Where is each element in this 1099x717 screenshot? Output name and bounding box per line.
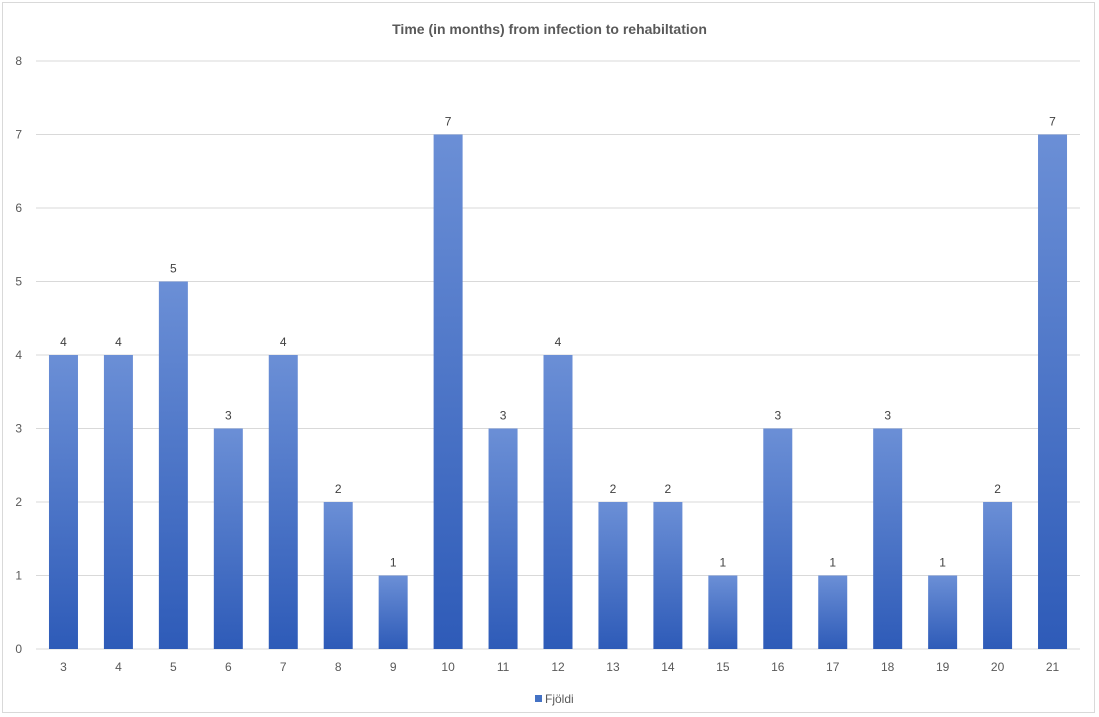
bars: [48, 134, 1068, 649]
x-tick-label: 15: [716, 660, 730, 674]
data-label-20: 2: [994, 482, 1001, 496]
data-label-8: 2: [335, 482, 342, 496]
data-label-16: 3: [774, 409, 781, 423]
gridlines: [36, 60, 1080, 650]
y-tick-label: 6: [15, 201, 22, 215]
bar-13: [598, 502, 628, 649]
data-label-21: 7: [1049, 115, 1056, 129]
data-label-13: 2: [610, 482, 617, 496]
x-tick-label: 21: [1046, 660, 1060, 674]
data-label-9: 1: [390, 556, 397, 570]
data-label-3: 4: [60, 335, 67, 349]
bar-10: [433, 134, 463, 649]
data-label-5: 5: [170, 262, 177, 276]
data-label-7: 4: [280, 335, 287, 349]
legend-swatch: [535, 695, 542, 702]
y-tick-label: 1: [15, 569, 22, 583]
bar-3: [48, 355, 78, 649]
y-tick-label: 2: [15, 495, 22, 509]
x-tick-label: 5: [170, 660, 177, 674]
x-tick-label: 11: [497, 660, 510, 674]
bar-5: [158, 281, 188, 649]
x-tick-label: 3: [60, 660, 67, 674]
bar-4: [103, 355, 133, 649]
data-label-14: 2: [665, 482, 672, 496]
x-tick-label: 8: [335, 660, 342, 674]
data-label-17: 1: [829, 556, 836, 570]
bar-14: [653, 502, 683, 649]
data-label-12: 4: [555, 335, 562, 349]
data-label-19: 1: [939, 556, 946, 570]
x-tick-label: 17: [826, 660, 840, 674]
x-tick-label: 18: [881, 660, 895, 674]
legend-label: Fjöldi: [545, 692, 574, 706]
data-label-10: 7: [445, 115, 452, 129]
y-tick-label: 5: [15, 275, 22, 289]
x-tick-label: 7: [280, 660, 287, 674]
chart-title: Time (in months) from infection to rehab…: [392, 21, 707, 37]
y-tick-label: 3: [15, 422, 22, 436]
bar-12: [543, 355, 573, 649]
bar-16: [763, 428, 793, 649]
data-label-15: 1: [719, 556, 726, 570]
bar-21: [1038, 134, 1068, 649]
data-label-11: 3: [500, 409, 507, 423]
y-tick-label: 0: [15, 642, 22, 656]
y-tick-label: 8: [15, 54, 22, 68]
bar-18: [873, 428, 903, 649]
legend: Fjöldi: [535, 692, 574, 706]
x-axis-ticks: 3 4 5 6 7 8 9 10 11 12 13 14 15 16 17 18 19 20 21: [60, 660, 1059, 674]
x-tick-label: 13: [606, 660, 620, 674]
bar-11: [488, 428, 518, 649]
x-tick-label: 14: [661, 660, 675, 674]
bar-6: [213, 428, 243, 649]
y-tick-label: 7: [15, 128, 22, 142]
bar-19: [928, 575, 958, 649]
y-axis-ticks: 0 1 2 3 4 5 6 7 8: [15, 54, 22, 656]
bar-20: [983, 502, 1013, 649]
x-tick-label: 19: [936, 660, 950, 674]
x-tick-label: 4: [115, 660, 122, 674]
bar-15: [708, 575, 738, 649]
bar-8: [323, 502, 353, 649]
x-tick-label: 9: [390, 660, 397, 674]
y-tick-label: 4: [15, 348, 22, 362]
x-tick-label: 16: [771, 660, 785, 674]
bar-9: [378, 575, 408, 649]
data-label-4: 4: [115, 335, 122, 349]
x-tick-label: 6: [225, 660, 232, 674]
x-tick-label: 12: [551, 660, 565, 674]
data-label-6: 3: [225, 409, 232, 423]
x-tick-label: 10: [441, 660, 455, 674]
data-labels: 4 4 5 3 4 2 1 7 3 4 2 2 1 3 1 3 1 2 7: [60, 115, 1056, 570]
bar-7: [268, 355, 298, 649]
bar-17: [818, 575, 848, 649]
data-label-18: 3: [884, 409, 891, 423]
x-tick-label: 20: [991, 660, 1005, 674]
